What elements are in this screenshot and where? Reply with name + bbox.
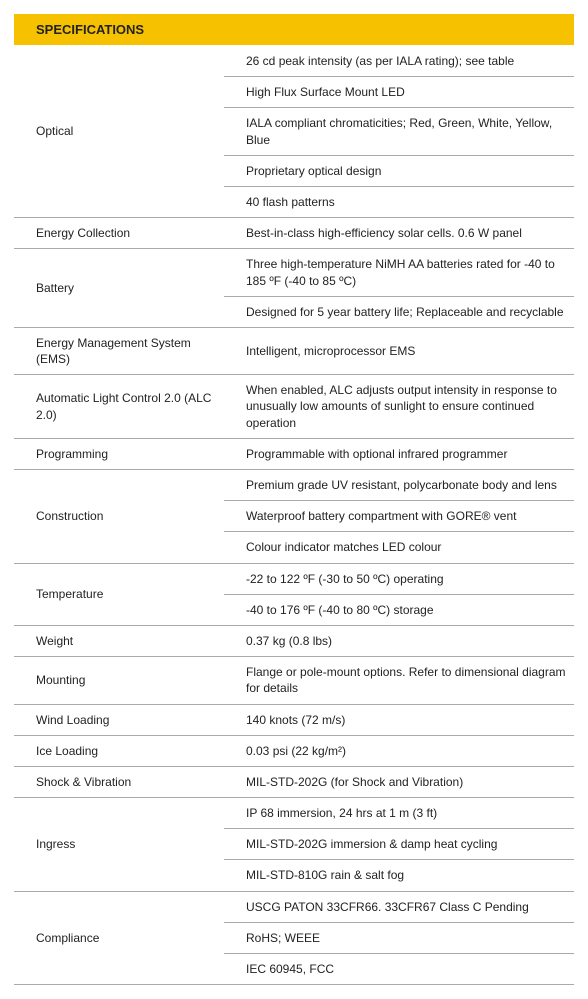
spec-value: When enabled, ALC adjusts output intensi… [224,375,574,439]
spec-value: High Flux Surface Mount LED [224,77,574,108]
table-row: Automatic Light Control 2.0 (ALC 2.0)Whe… [14,375,574,439]
spec-value: Premium grade UV resistant, polycarbonat… [224,470,574,501]
spec-value: Intelligent, microprocessor EMS [224,327,574,374]
spec-label: Optical [14,46,224,218]
spec-value: 26 cd peak intensity (as per IALA rating… [224,46,574,77]
spec-value: Best-in-class high-efficiency solar cell… [224,218,574,249]
spec-label: Energy Management System (EMS) [14,327,224,374]
table-row: BatteryThree high-temperature NiMH AA ba… [14,249,574,296]
spec-label: Temperature [14,563,224,625]
table-row: ConstructionPremium grade UV resistant, … [14,470,574,501]
spec-value: Flange or pole-mount options. Refer to d… [224,657,574,704]
spec-value: Designed for 5 year battery life; Replac… [224,296,574,327]
spec-value: Three high-temperature NiMH AA batteries… [224,249,574,296]
table-row: Energy Management System (EMS)Intelligen… [14,327,574,374]
table-row: Shock & VibrationMIL-STD-202G (for Shock… [14,766,574,797]
table-row: ProgrammingProgrammable with optional in… [14,438,574,469]
table-body: Optical26 cd peak intensity (as per IALA… [14,46,574,985]
header-row: SPECIFICATIONS [14,14,574,46]
spec-value: Proprietary optical design [224,155,574,186]
table-row: Wind Loading140 knots (72 m/s) [14,704,574,735]
spec-label: Weight [14,625,224,656]
spec-value: USCG PATON 33CFR66. 33CFR67 Class C Pend… [224,891,574,922]
spec-value: Colour indicator matches LED colour [224,532,574,563]
spec-label: Ingress [14,798,224,892]
table-row: Ice Loading0.03 psi (22 kg/m²) [14,735,574,766]
spec-label: Shock & Vibration [14,766,224,797]
spec-label: Energy Collection [14,218,224,249]
table-row: Temperature-22 to 122 ºF (-30 to 50 ºC) … [14,563,574,594]
spec-value: MIL-STD-810G rain & salt fog [224,860,574,891]
spec-label: Wind Loading [14,704,224,735]
spec-value: IP 68 immersion, 24 hrs at 1 m (3 ft) [224,798,574,829]
spec-value: MIL-STD-202G immersion & damp heat cycli… [224,829,574,860]
table-title: SPECIFICATIONS [14,14,574,46]
specifications-table: SPECIFICATIONS Optical26 cd peak intensi… [14,14,574,985]
spec-value: 0.03 psi (22 kg/m²) [224,735,574,766]
spec-label: Construction [14,470,224,564]
spec-label: Automatic Light Control 2.0 (ALC 2.0) [14,375,224,439]
spec-label: Compliance [14,891,224,985]
spec-value: IALA compliant chromaticities; Red, Gree… [224,108,574,155]
table-row: IngressIP 68 immersion, 24 hrs at 1 m (3… [14,798,574,829]
spec-value: 140 knots (72 m/s) [224,704,574,735]
spec-value: 40 flash patterns [224,186,574,217]
table-row: Weight0.37 kg (0.8 lbs) [14,625,574,656]
table-row: MountingFlange or pole-mount options. Re… [14,657,574,704]
spec-label: Mounting [14,657,224,704]
table-row: Energy CollectionBest-in-class high-effi… [14,218,574,249]
spec-label: Ice Loading [14,735,224,766]
spec-label: Battery [14,249,224,328]
table-row: ComplianceUSCG PATON 33CFR66. 33CFR67 Cl… [14,891,574,922]
table-row: Optical26 cd peak intensity (as per IALA… [14,46,574,77]
spec-value: IEC 60945, FCC [224,954,574,985]
spec-value: MIL-STD-202G (for Shock and Vibration) [224,766,574,797]
spec-value: RoHS; WEEE [224,922,574,953]
spec-value: Programmable with optional infrared prog… [224,438,574,469]
spec-label: Programming [14,438,224,469]
spec-value: 0.37 kg (0.8 lbs) [224,625,574,656]
spec-value: -40 to 176 ºF (-40 to 80 ºC) storage [224,594,574,625]
spec-value: -22 to 122 ºF (-30 to 50 ºC) operating [224,563,574,594]
spec-value: Waterproof battery compartment with GORE… [224,501,574,532]
